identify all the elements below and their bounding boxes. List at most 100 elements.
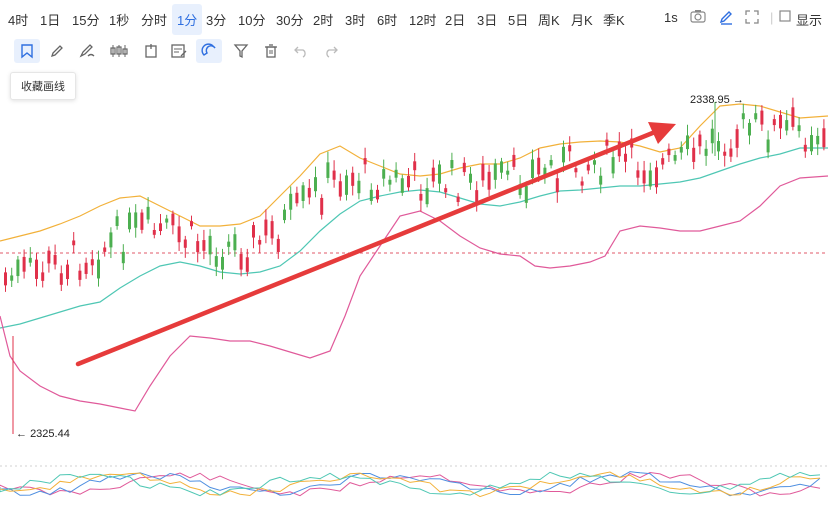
timeframe-16[interactable]: 周K [538,13,560,28]
timeframe-14[interactable]: 3日 [477,13,498,28]
ruler-icon[interactable] [138,39,164,63]
candle-body [351,172,355,186]
kline-chart[interactable]: 2338.95 → ← 2325.44 [0,66,828,504]
candle-body [388,179,392,185]
candle-body [748,122,751,136]
candle-body [686,135,689,150]
candle-body [382,169,386,179]
candle-body [717,141,720,152]
redo-icon[interactable] [318,39,344,63]
candle-body [593,160,596,165]
candle-body [754,113,758,120]
timeframe-13[interactable]: 2日 [445,13,466,28]
magnet-icon[interactable] [196,39,222,63]
brush-icon[interactable] [74,39,100,63]
candle-body [295,192,299,204]
candle-body [227,241,231,247]
candle-body [661,158,665,165]
candle-body [475,190,479,205]
timeframe-8[interactable]: 30分 [276,13,304,28]
candle-body [345,175,348,195]
candle-body [586,164,590,171]
candle-body [462,162,466,173]
candle-body [611,157,615,174]
timeframe-4[interactable]: 分时 [141,13,168,28]
candle-body [493,163,497,180]
timeframe-1[interactable]: 1日 [40,13,61,28]
candle-body [78,270,82,280]
favorite-drawings-icon[interactable] [14,39,40,63]
settings-icon[interactable] [779,9,791,26]
candle-body [419,193,423,201]
timeframe-9[interactable]: 2时 [313,13,334,28]
high-price-label: 2338.95 → [690,94,744,106]
display-button[interactable]: 显示 [796,13,823,28]
candle-body [704,148,708,156]
candle-body [177,226,181,243]
candle-body [413,161,417,171]
interval-label[interactable]: 1s [664,10,678,25]
timeframe-11[interactable]: 6时 [377,13,398,28]
candle-body [456,196,460,203]
trend-arrow-line [75,127,663,367]
timeframe-6[interactable]: 3分 [206,13,227,28]
timeframe-7[interactable]: 10分 [238,13,266,28]
pen-icon[interactable] [44,39,70,63]
candle-body [655,167,658,188]
candle-body [103,247,107,252]
candle-body [735,129,739,148]
undo-icon[interactable] [288,39,314,63]
timeframe-5[interactable]: 1分 [172,4,203,35]
timeframe-12[interactable]: 12时 [409,13,437,28]
candle-body [332,170,336,180]
timeframe-3[interactable]: 1秒 [109,13,130,28]
candle-body [326,162,330,178]
candle-body [289,193,293,210]
candle-body [239,254,243,270]
candle-body [444,188,448,193]
lower-band-line [0,175,828,412]
candle-body [816,135,820,145]
edit-icon[interactable] [718,9,734,28]
candle-body [487,171,491,190]
timeframe-17[interactable]: 月K [571,13,593,28]
candle-body [338,181,342,197]
camera-icon[interactable] [690,9,706,26]
candle-body [165,218,169,223]
timeframe-15[interactable]: 5日 [508,13,529,28]
note-icon[interactable] [166,39,192,63]
oscillator-line-0 [0,472,821,497]
candle-body [146,206,150,220]
candle-body [400,178,404,193]
candle-body [562,146,565,163]
candle-tool-icon[interactable] [106,39,132,63]
candle-body [772,119,776,126]
oscillator-line-2 [0,471,821,498]
candle-body [648,170,652,187]
candle-body [673,155,677,161]
candle-body [4,272,7,286]
candle-body [109,232,113,248]
timeframe-10[interactable]: 3时 [345,13,366,28]
candle-body [555,178,559,193]
candle-body [450,160,454,169]
candle-body [35,259,38,279]
candle-body [190,221,193,227]
filter-icon[interactable] [228,39,254,63]
candle-body [183,239,187,248]
candle-body [90,259,94,266]
candle-body [53,254,57,265]
timeframe-2[interactable]: 15分 [72,13,100,28]
trash-icon[interactable] [258,39,284,63]
expand-icon[interactable] [744,9,760,28]
candle-body [512,154,516,167]
candle-body [357,180,361,194]
candle-body [221,256,224,270]
candle-body [233,234,237,251]
timeframe-18[interactable]: 季K [603,13,625,28]
candle-body [779,114,782,129]
candle-body [128,212,131,230]
timeframe-0[interactable]: 4时 [8,13,29,28]
candle-body [258,239,262,245]
candle-body [543,167,547,178]
